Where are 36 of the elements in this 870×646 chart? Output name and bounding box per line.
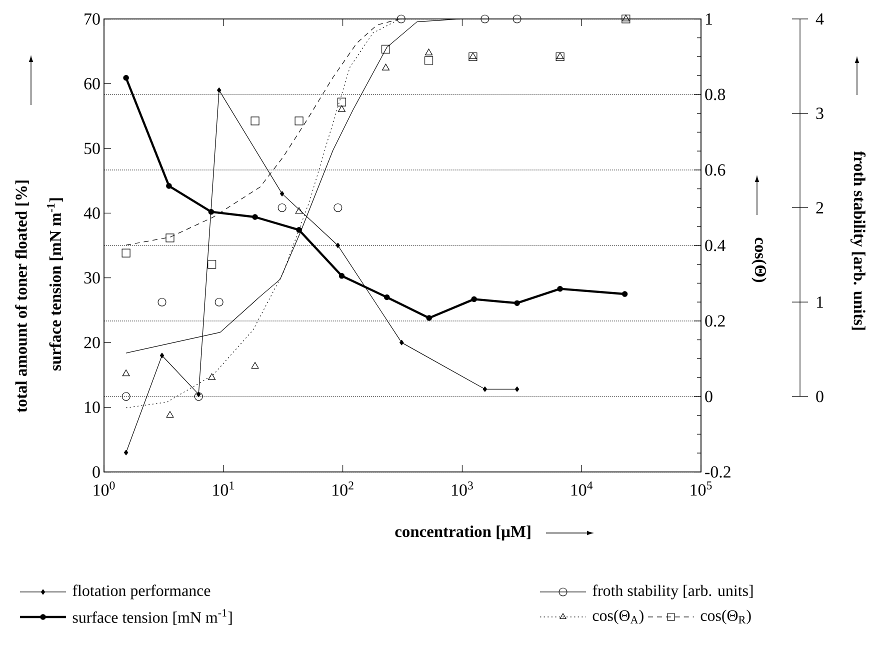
y2-tick-label: 0.4 <box>705 240 726 252</box>
y2-tick-label: 0 <box>705 390 712 402</box>
y-tick-label: 0 <box>92 466 100 478</box>
legend-label: flotation performance <box>72 584 210 600</box>
y3-tick-label: 1 <box>817 296 823 308</box>
y-tick-label: 60 <box>84 78 100 90</box>
y3-tick-label: 2 <box>816 202 824 214</box>
y-tick-label: 40 <box>84 207 100 219</box>
y3-tick-label: 3 <box>816 108 824 120</box>
x-tick-label: 10$^{2}$ <box>332 481 354 496</box>
y-axis-title: total amount of toner floated [%] <box>15 180 29 412</box>
y2-tick-label: 0.6 <box>705 164 726 176</box>
y3-tick-label: 0 <box>816 390 824 402</box>
y2-axis-title: cos(Θ) <box>752 238 766 282</box>
legend-label: cos(Θ$_{R}$) <box>700 610 751 624</box>
y2-tick-label: 0.2 <box>705 315 725 327</box>
x-axis-title: concentration [µM] <box>395 526 530 540</box>
y2-tick-label: 1 <box>706 13 712 25</box>
text: surface tension [mN m$^{-1}$] <box>46 198 64 370</box>
y-tick-label: 50 <box>84 142 100 154</box>
y2-tick-label: 0.8 <box>705 88 726 100</box>
y-tick-label: 30 <box>84 272 100 284</box>
y3-axis-title: froth stability [arb. units] <box>850 151 866 330</box>
x-tick-label: 10$^{1}$ <box>213 482 234 496</box>
x-tick-label: 10$^{3}$ <box>452 481 473 496</box>
y-tick-label: 20 <box>84 336 100 348</box>
y-tick-label: 10 <box>85 402 100 413</box>
legend-label: froth stability [arb. units] <box>592 584 753 600</box>
y2-tick-label: -0.2 <box>705 466 730 478</box>
y-tick-label: 70 <box>84 13 100 25</box>
x-tick-label: 10$^{4}$ <box>571 481 593 496</box>
x-tick-label: 10$^{5}$ <box>690 482 712 496</box>
legend-label: surface tension [mN m$^{-1}$] <box>72 609 232 625</box>
legend-label: cos(Θ$_{A}$) <box>592 610 644 624</box>
y3-tick-label: 4 <box>816 13 824 25</box>
x-tick-label: 10$^{0}$ <box>94 481 115 496</box>
